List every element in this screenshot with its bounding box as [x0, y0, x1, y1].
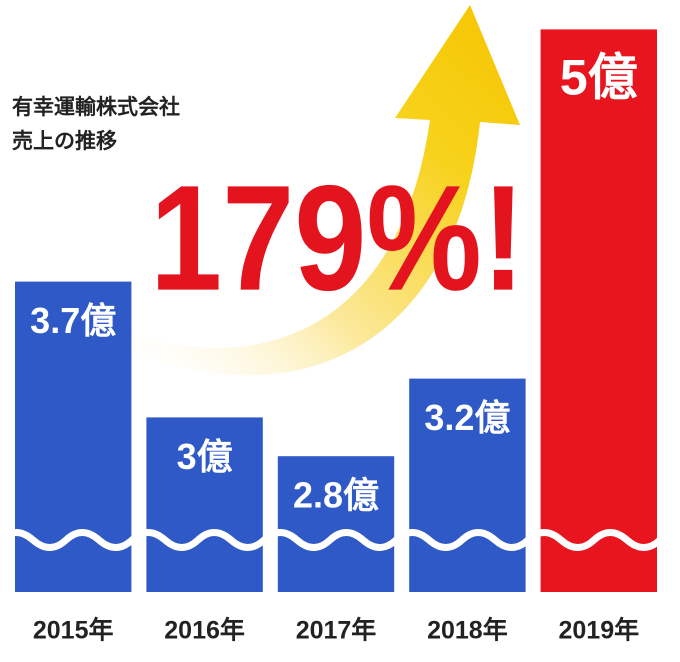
arrow — [120, 5, 520, 376]
axis-break — [0, 529, 680, 551]
bar — [277, 456, 395, 592]
value-label: 2.8億 — [293, 475, 379, 516]
x-tick-label: 2015年 — [33, 616, 114, 645]
chart-subtitle: 売上の推移 — [12, 129, 117, 153]
x-tick-label: 2018年 — [427, 616, 508, 645]
value-label: 3億 — [177, 436, 233, 477]
x-tick-label: 2017年 — [296, 616, 377, 645]
bar — [540, 29, 657, 592]
bar — [146, 417, 263, 592]
chart-title: 有幸運輸株式会社 — [12, 95, 180, 119]
bar — [409, 378, 526, 592]
value-label: 3.7億 — [30, 300, 116, 341]
value-label: 3.2億 — [424, 397, 510, 438]
annotation: 179%! — [150, 154, 525, 322]
value-label: 5億 — [560, 50, 638, 106]
x-tick-label: 2016年 — [164, 616, 245, 645]
x-tick-label: 2019年 — [558, 616, 639, 645]
bars — [15, 29, 657, 592]
